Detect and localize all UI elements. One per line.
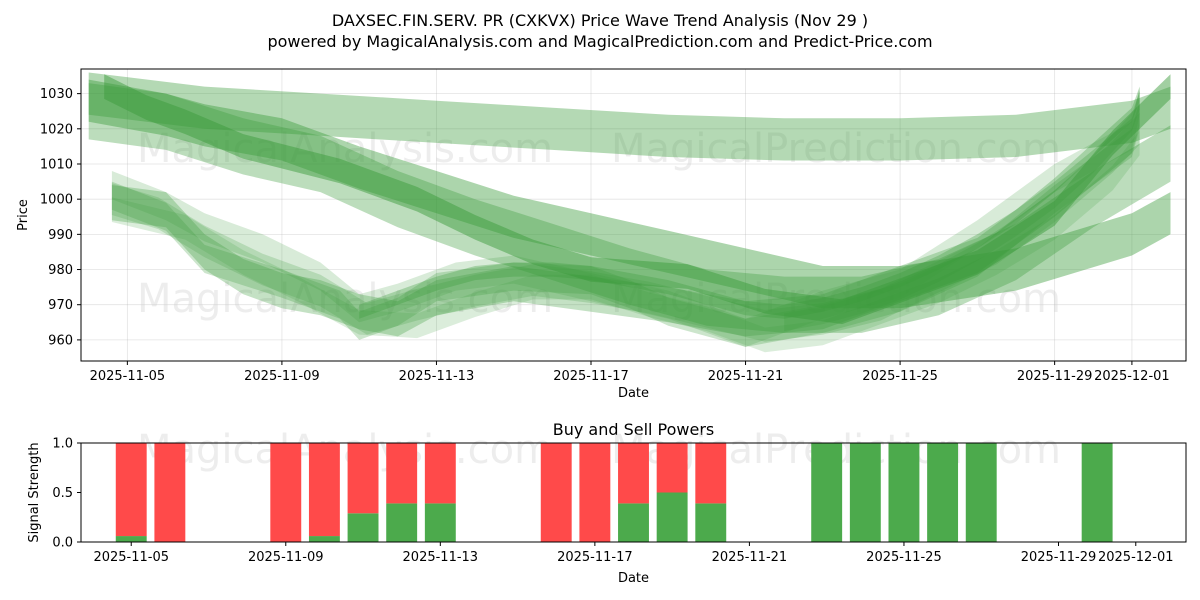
signal-y-tick-label-2: 1.0	[52, 437, 73, 452]
sell-bar-10	[656, 443, 688, 493]
buy-bar-3	[308, 536, 340, 542]
watermark-top-right-2: MagicalPrediction.com	[611, 276, 1061, 322]
price-wave-band-1	[88, 79, 1171, 309]
sell-bar-11	[695, 443, 727, 504]
signal-x-tick-label-7: 2025-12-01	[1098, 550, 1174, 565]
sell-bar-4	[347, 443, 379, 514]
sell-bar-1	[154, 443, 186, 542]
watermark-top-left-1: MagicalAnalysis.com	[137, 126, 553, 172]
buy-bar-15	[927, 443, 959, 542]
price-y-tick-label-2: 980	[48, 263, 73, 278]
price-wave-band-7	[111, 113, 1140, 342]
price-chart: MagicalAnalysis.com MagicalPrediction.com…	[16, 68, 1187, 401]
sell-bar-5	[386, 443, 418, 504]
watermark-bottom-left: MagicalAnalysis.com	[137, 427, 553, 473]
buy-bar-6	[424, 503, 456, 542]
watermark-top-right-1: MagicalPrediction.com	[611, 126, 1061, 172]
sell-bar-8	[579, 443, 611, 542]
price-y-tick-label-6: 1020	[40, 122, 73, 137]
price-y-tick-label-0: 960	[48, 333, 73, 348]
buy-bar-10	[656, 492, 688, 542]
sell-bar-9	[618, 443, 649, 504]
price-x-tick-label-1: 2025-11-09	[244, 369, 320, 384]
sell-bar-7	[540, 443, 572, 542]
price-y-tick-label-7: 1030	[40, 87, 73, 102]
price-wave-band-4	[111, 90, 1140, 337]
sell-bar-3	[308, 443, 340, 537]
buy-bar-13	[849, 443, 881, 542]
buy-bar-11	[695, 503, 727, 542]
price-y-tick-label-4: 1000	[40, 193, 73, 208]
chart-title-line2: powered by MagicalAnalysis.com and Magic…	[267, 32, 932, 51]
price-x-tick-label-4: 2025-11-21	[708, 369, 784, 384]
watermark-top-left-2: MagicalAnalysis.com	[137, 276, 553, 322]
price-x-tick-label-5: 2025-11-25	[862, 369, 938, 384]
sell-bar-0	[115, 443, 147, 537]
signal-x-tick-label-0: 2025-11-05	[93, 550, 169, 565]
price-wave-band-10	[784, 91, 1140, 332]
price-x-axis-label: Date	[618, 386, 649, 401]
signal-y-axis-label: Signal Strength	[27, 442, 42, 542]
price-x-tick-label-2: 2025-11-13	[399, 369, 475, 384]
chart-title-line1: DAXSEC.FIN.SERV. PR (CXKVX) Price Wave T…	[332, 11, 868, 30]
buy-bar-16	[965, 443, 997, 542]
price-wave-band-0	[88, 72, 1171, 161]
price-bands	[88, 72, 1171, 353]
signal-x-axis-label: Date	[618, 571, 649, 586]
price-y-tick-label-3: 990	[48, 228, 73, 243]
buy-bar-0	[115, 536, 147, 542]
buy-bar-4	[347, 513, 379, 542]
price-wave-band-8	[111, 130, 1140, 353]
price-wave-band-5	[111, 100, 1140, 347]
sell-bar-6	[424, 443, 456, 504]
signal-x-tick-label-5: 2025-11-25	[866, 550, 942, 565]
price-y-tick-label-1: 970	[48, 298, 73, 313]
signal-x-tick-label-3: 2025-11-17	[557, 550, 633, 565]
signal-x-tick-label-4: 2025-11-21	[712, 550, 788, 565]
sell-bar-2	[270, 443, 302, 542]
signal-y-tick-label-0: 0.0	[52, 536, 73, 551]
buy-bar-12	[811, 443, 843, 542]
buy-bar-17	[1081, 443, 1113, 542]
price-wave-band-6	[111, 86, 1140, 347]
price-wave-band-9	[359, 86, 1140, 319]
signal-chart: Buy and Sell PowersMagicalAnalysis.comMa…	[27, 420, 1187, 586]
signal-chart-title: Buy and Sell Powers	[553, 420, 715, 439]
signal-y-tick-label-1: 0.5	[52, 486, 73, 501]
price-y-axis-label: Price	[16, 199, 31, 231]
price-plot-frame	[80, 68, 1187, 362]
price-x-tick-label-7: 2025-12-01	[1094, 369, 1170, 384]
buy-bar-9	[618, 503, 649, 542]
price-wave-band-2	[88, 83, 1171, 333]
price-x-tick-label-0: 2025-11-05	[90, 369, 166, 384]
signal-x-tick-label-6: 2025-11-29	[1021, 550, 1097, 565]
signal-x-tick-label-2: 2025-11-13	[403, 550, 479, 565]
price-y-tick-label-5: 1010	[40, 157, 73, 172]
signal-x-tick-label-1: 2025-11-09	[248, 550, 324, 565]
price-x-tick-label-3: 2025-11-17	[553, 369, 629, 384]
price-x-tick-label-6: 2025-11-29	[1017, 369, 1093, 384]
buy-bar-14	[888, 443, 920, 542]
buy-bar-5	[386, 503, 418, 542]
price-wave-band-3	[104, 74, 1171, 325]
